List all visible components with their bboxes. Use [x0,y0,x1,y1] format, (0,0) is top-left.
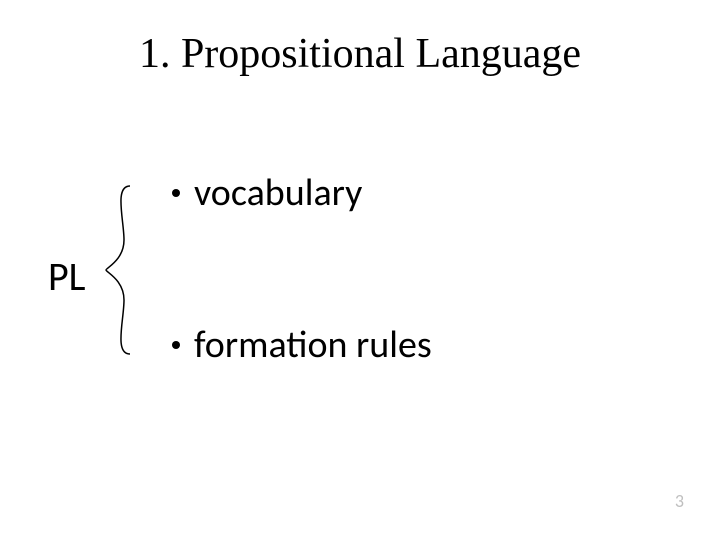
list-item-label: formation rules [194,322,432,368]
bullet-icon [172,189,180,197]
list-item: vocabulary [172,170,362,216]
slide-title: 1. Propositional Language [0,30,720,78]
tree-root-label: PL [48,252,85,301]
list-item: formation rules [172,322,432,368]
bullet-icon [172,341,180,349]
list-item-label: vocabulary [194,170,362,216]
brace-icon [100,180,140,360]
page-number: 3 [675,490,684,512]
